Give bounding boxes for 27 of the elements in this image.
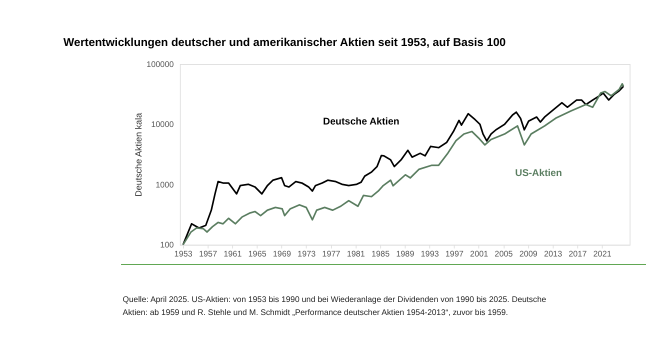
x-tick-label: 1965	[248, 250, 267, 259]
y-tick-label: 100000	[146, 60, 174, 69]
x-tick-label: 1977	[322, 250, 341, 259]
x-tick-label: 1953	[174, 250, 193, 259]
text: US-Aktien	[515, 168, 562, 180]
x-tick-label: 1973	[298, 250, 316, 259]
x-tick-label: 2005	[494, 250, 514, 259]
x-tick-label: 2017	[568, 250, 588, 259]
x-tick-label: 2001	[470, 250, 489, 259]
x-tick-label: 2009	[519, 250, 538, 259]
x-tick-label: 1969	[272, 250, 292, 259]
y-tick-label: 1000	[156, 180, 174, 190]
x-tick-label: 1989	[396, 250, 415, 259]
text: Deutsche Aktien	[323, 116, 400, 128]
x-tick-label: 1993	[420, 250, 440, 259]
y-axis-title: Deutsche Aktien kala	[134, 112, 144, 197]
x-tick-label: 1961	[224, 250, 242, 259]
chart-title: Wertentwicklungen deutscher und amerikanischer Aktien seit 1953, auf Basis 100	[63, 37, 506, 50]
y-tick-label: 10000	[151, 120, 174, 130]
x-tick-label: 2013	[544, 250, 563, 259]
x-tick-label: 1981	[346, 250, 366, 259]
x-tick-label: 2021	[593, 250, 612, 259]
x-tick-label: 1997	[445, 250, 464, 259]
y-tick-label: 100	[160, 240, 174, 250]
x-tick-label: 1985	[371, 250, 390, 259]
source-note: Quelle: April 2025. US-Aktien: von 1953 bis 1990 und bei Wiederanlage der Dividenden von 1990 bis 2025. Deutsche Aktien: ab 1959 und R. Stehle und M. Schmidt „Performance deutscher Aktien 1954-2013“, zuvor bis 1959.	[122, 295, 547, 318]
x-tick-label: 1957	[198, 250, 218, 259]
